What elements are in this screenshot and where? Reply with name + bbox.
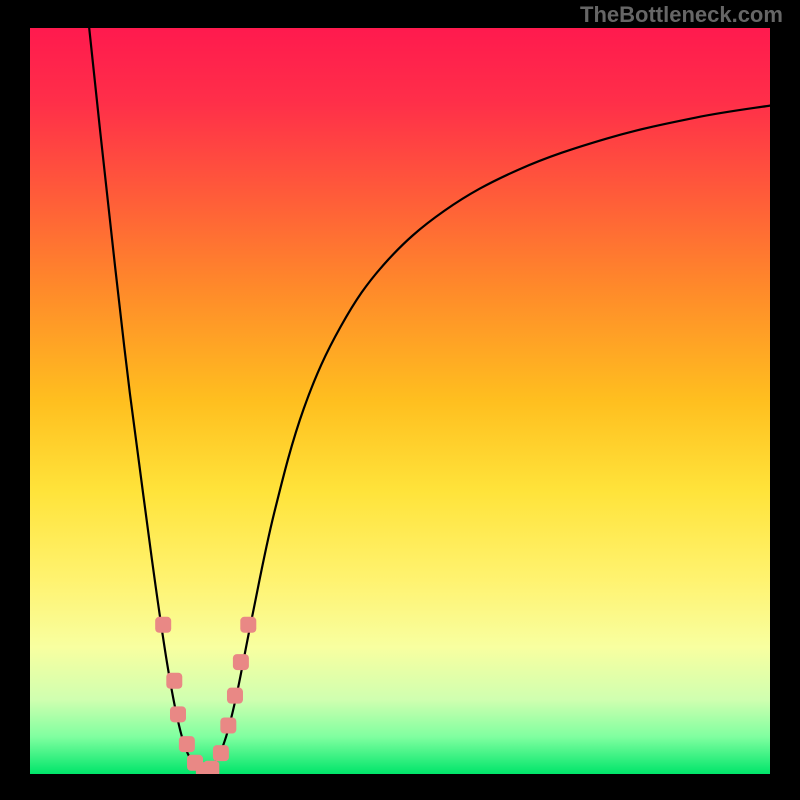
data-marker [220,718,236,734]
curve-layer [30,28,770,774]
plot-area [30,28,770,774]
bottleneck-curve [204,106,770,772]
data-marker [233,654,249,670]
bottleneck-curve [89,28,204,772]
data-marker [227,688,243,704]
data-marker [240,617,256,633]
watermark-text: TheBottleneck.com [580,2,783,28]
chart-canvas: { "watermark": { "text": "TheBottleneck.… [0,0,800,800]
data-marker [179,736,195,752]
data-marker [166,673,182,689]
data-marker [203,761,219,774]
data-marker [213,745,229,761]
data-marker [155,617,171,633]
data-marker [170,706,186,722]
